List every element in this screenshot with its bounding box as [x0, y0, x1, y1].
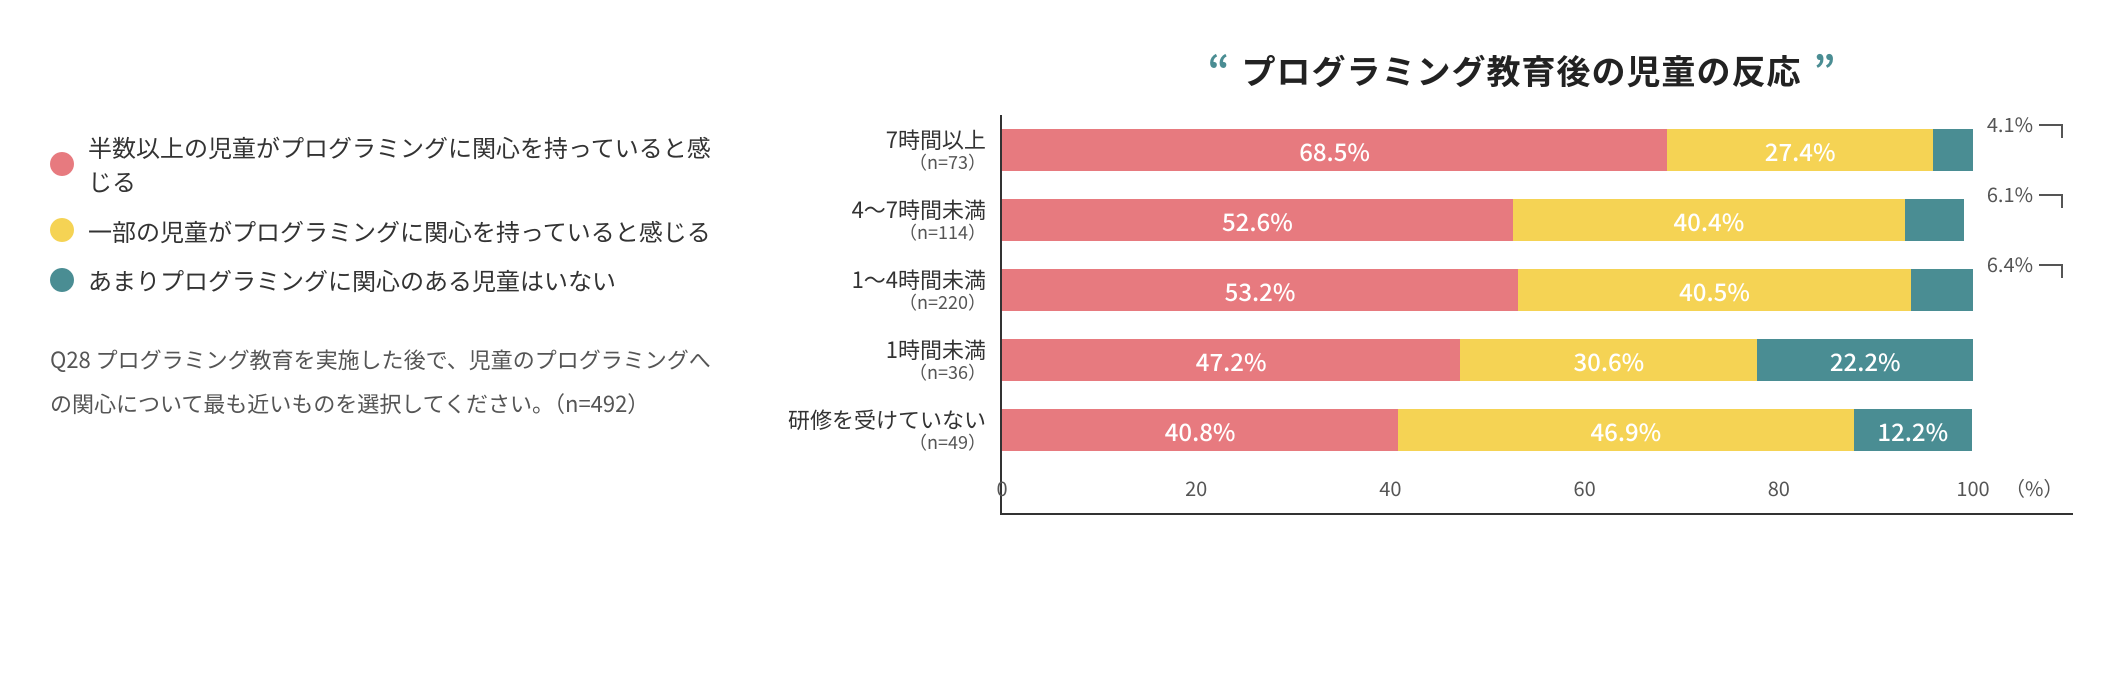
figure-wrap: 半数以上の児童がプログラミングに関心を持っていると感じる一部の児童がプログラミン… [30, 40, 2073, 515]
bar-track: 40.8%46.9%12.2% [1002, 409, 1973, 451]
y-label-row: 研修を受けていない（n=49） [770, 395, 1000, 465]
callout-hook-icon [2039, 124, 2063, 138]
bar-callout-value: 4.1% [1987, 109, 2033, 138]
legend-item: 半数以上の児童がプログラミングに関心を持っていると感じる [50, 130, 730, 197]
chart-title-row: “ プログラミング教育後の児童の反応 ” [770, 40, 2073, 95]
callout-hook-icon [2039, 264, 2063, 278]
bar-segment: 27.4% [1667, 129, 1933, 171]
legend-label: 半数以上の児童がプログラミングに関心を持っていると感じる [88, 130, 730, 197]
legend-item: あまりプログラミングに関心のある児童はいない [50, 263, 730, 297]
x-tick: 80 [1768, 473, 1790, 502]
y-label-row: 1時間未満（n=36） [770, 325, 1000, 395]
quote-close-icon: ” [1814, 40, 1836, 95]
bar-row: 52.6%40.4%6.1% [1002, 185, 1973, 255]
bar-segment [1911, 269, 1973, 311]
bar-callout: 4.1% [1987, 109, 2063, 138]
legend-item: 一部の児童がプログラミングに関心を持っていると感じる [50, 214, 730, 248]
chart-panel: “ プログラミング教育後の児童の反応 ” 7時間以上（n=73）4〜7時間未満（… [770, 40, 2073, 515]
bar-segment: 22.2% [1757, 339, 1973, 381]
bar-segment: 46.9% [1398, 409, 1853, 451]
quote-open-icon: “ [1208, 40, 1230, 95]
bar-segment: 30.6% [1460, 339, 1757, 381]
x-tick: 0 [996, 473, 1007, 502]
chart-title: プログラミング教育後の児童の反応 [1242, 45, 1802, 94]
bar-row: 68.5%27.4%4.1% [1002, 115, 1973, 185]
bar-segment: 68.5% [1002, 129, 1667, 171]
y-label-n: （n=36） [909, 362, 986, 384]
bars-container: 68.5%27.4%4.1%52.6%40.4%6.1%53.2%40.5%6.… [1002, 115, 1973, 465]
plot-area: 68.5%27.4%4.1%52.6%40.4%6.1%53.2%40.5%6.… [1000, 115, 2073, 515]
x-axis: 020406080100（%） [1002, 473, 1973, 513]
bar-segment [1933, 129, 1973, 171]
bar-row: 47.2%30.6%22.2% [1002, 325, 1973, 395]
bar-callout-value: 6.1% [1987, 179, 2033, 208]
callout-hook-icon [2039, 194, 2063, 208]
bar-track: 52.6%40.4% [1002, 199, 1973, 241]
x-tick: 40 [1379, 473, 1401, 502]
bar-segment: 53.2% [1002, 269, 1518, 311]
bar-track: 68.5%27.4% [1002, 129, 1973, 171]
y-label-row: 4〜7時間未満（n=114） [770, 185, 1000, 255]
bar-segment [1905, 199, 1964, 241]
bar-callout: 6.1% [1987, 179, 2063, 208]
bar-callout: 6.4% [1987, 249, 2063, 278]
bar-segment: 40.5% [1518, 269, 1911, 311]
y-label-n: （n=73） [909, 152, 986, 174]
bar-track: 53.2%40.5% [1002, 269, 1973, 311]
bar-segment: 52.6% [1002, 199, 1513, 241]
bar-segment: 47.2% [1002, 339, 1460, 381]
bar-track: 47.2%30.6%22.2% [1002, 339, 1973, 381]
legend-dot-icon [50, 152, 74, 176]
bar-row: 53.2%40.5%6.4% [1002, 255, 1973, 325]
y-label-row: 7時間以上（n=73） [770, 115, 1000, 185]
question-text: Q28 プログラミング教育を実施した後で、児童のプログラミングへの関心について最… [50, 337, 730, 425]
x-tick: 100 [1956, 473, 1989, 502]
x-axis-unit: （%） [2005, 473, 2063, 502]
chart-body: 7時間以上（n=73）4〜7時間未満（n=114）1〜4時間未満（n=220）1… [770, 115, 2073, 515]
legend-label: あまりプログラミングに関心のある児童はいない [88, 263, 616, 297]
bar-segment: 40.4% [1513, 199, 1905, 241]
bar-callout-value: 6.4% [1987, 249, 2033, 278]
y-label-n: （n=49） [909, 432, 986, 454]
legend-dot-icon [50, 268, 74, 292]
y-label-n: （n=114） [899, 222, 986, 244]
bar-segment: 40.8% [1002, 409, 1398, 451]
x-tick: 60 [1573, 473, 1595, 502]
y-axis-labels: 7時間以上（n=73）4〜7時間未満（n=114）1〜4時間未満（n=220）1… [770, 115, 1000, 515]
bar-row: 40.8%46.9%12.2% [1002, 395, 1973, 465]
bar-segment: 12.2% [1854, 409, 1972, 451]
x-tick: 20 [1185, 473, 1207, 502]
legend-dot-icon [50, 218, 74, 242]
y-label-n: （n=220） [899, 292, 986, 314]
legend-label: 一部の児童がプログラミングに関心を持っていると感じる [88, 214, 711, 248]
left-panel: 半数以上の児童がプログラミングに関心を持っていると感じる一部の児童がプログラミン… [30, 130, 730, 424]
y-label-row: 1〜4時間未満（n=220） [770, 255, 1000, 325]
legend: 半数以上の児童がプログラミングに関心を持っていると感じる一部の児童がプログラミン… [50, 130, 730, 296]
